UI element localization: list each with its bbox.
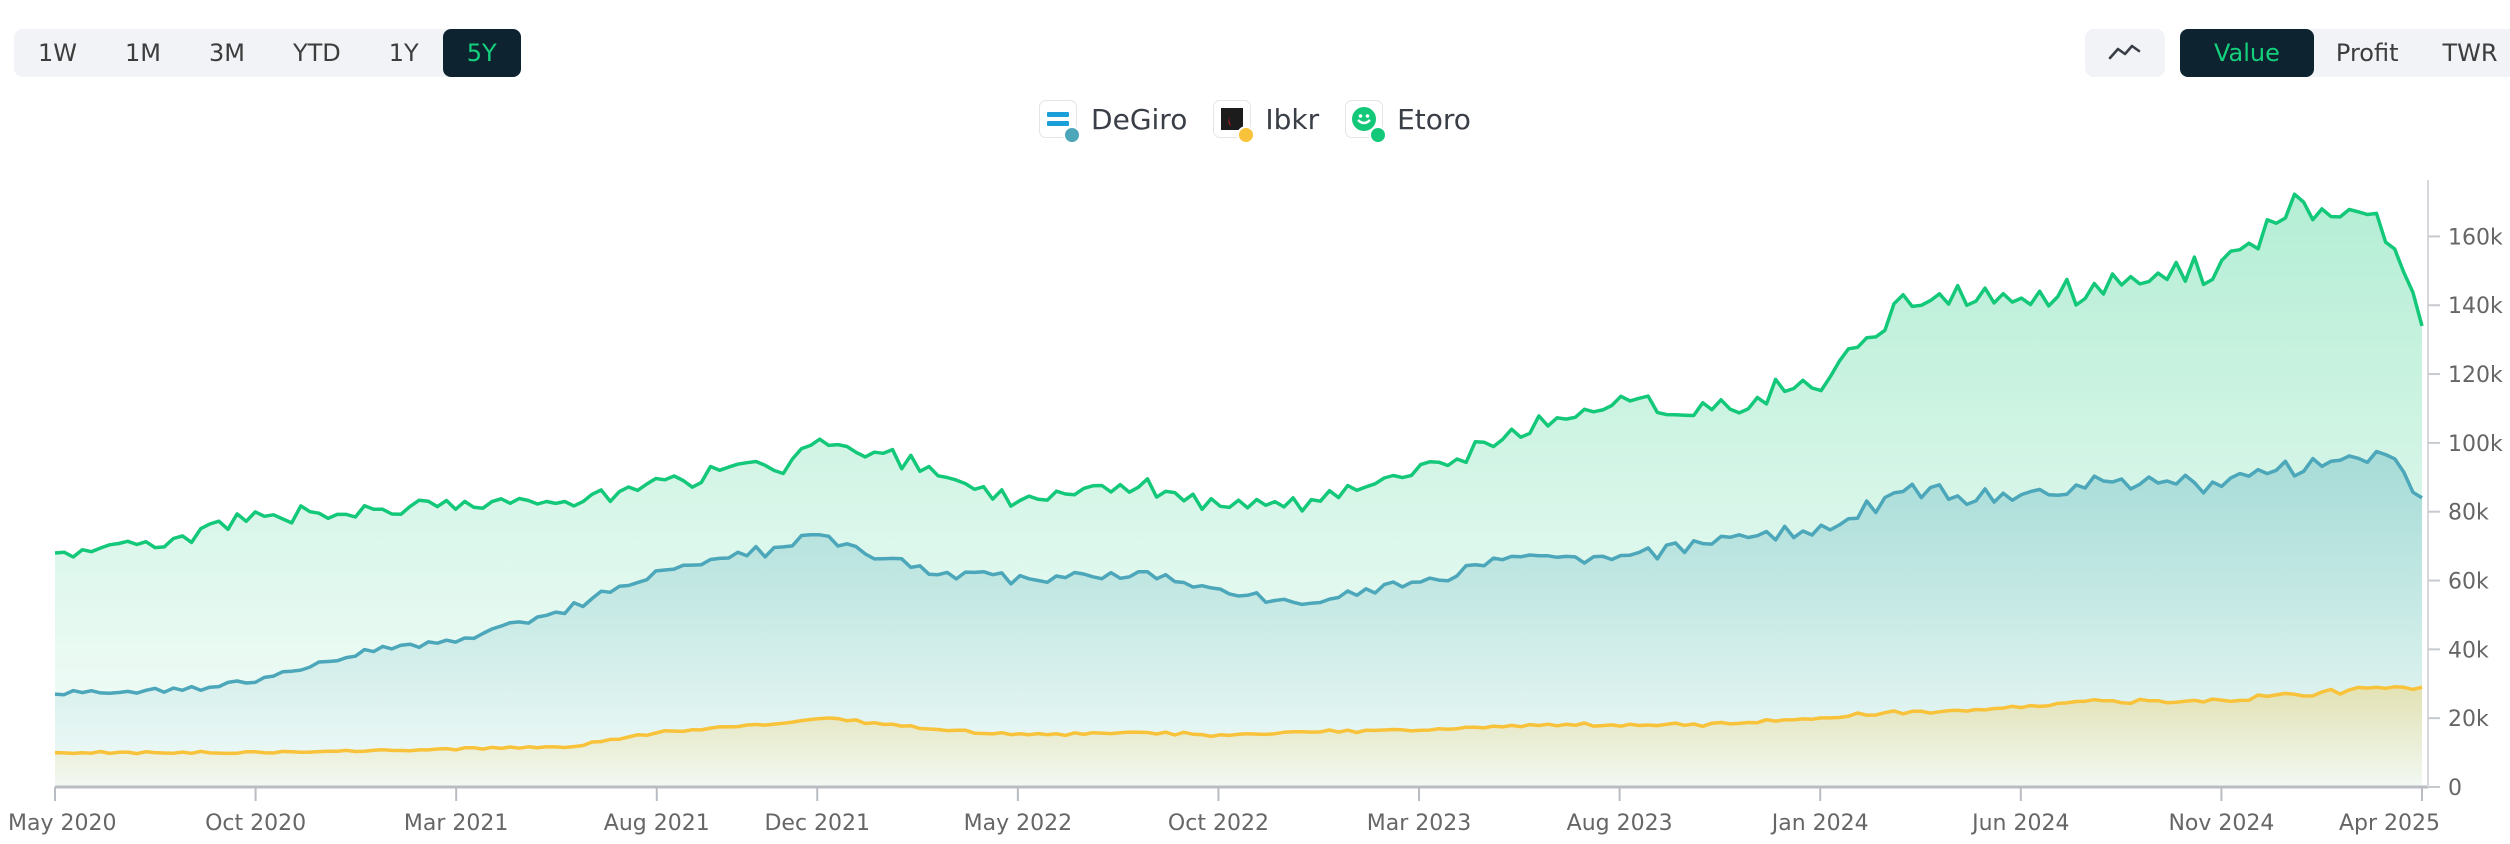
legend-item-degiro[interactable]: DeGiro <box>1039 100 1188 144</box>
legend-color-dot <box>1237 126 1256 144</box>
metric-selector: Value Profit TWR <box>2180 29 2510 77</box>
y-tick-label: 80k <box>2448 501 2489 526</box>
x-tick-label: Aug 2023 <box>1567 811 1673 836</box>
degiro-logo-icon <box>1039 100 1082 144</box>
legend-label: DeGiro <box>1091 102 1188 136</box>
y-tick-label: 60k <box>2448 570 2489 595</box>
legend-label: Ibkr <box>1265 102 1320 136</box>
x-tick-label: Jun 2024 <box>1970 811 2069 836</box>
range-button-1m[interactable]: 1M <box>125 39 161 67</box>
range-selector: 1W 1M 3M YTD 1Y 5Y <box>14 29 521 77</box>
etoro-logo-icon <box>1345 100 1388 144</box>
legend-label: Etoro <box>1397 102 1471 136</box>
x-tick-label: Dec 2021 <box>764 811 870 836</box>
x-tick-label: Oct 2022 <box>1168 811 1269 836</box>
y-tick-label: 140k <box>2448 294 2503 319</box>
ibkr-logo-icon <box>1213 100 1256 144</box>
x-tick-label: Nov 2024 <box>2168 811 2274 836</box>
y-tick-label: 20k <box>2448 707 2489 732</box>
y-tick-label: 120k <box>2448 363 2503 388</box>
range-button-5y[interactable]: 5Y <box>442 29 521 77</box>
metric-button-twr[interactable]: TWR <box>2442 39 2498 67</box>
legend-color-dot <box>1369 126 1388 144</box>
x-tick-label: May 2022 <box>964 811 1072 836</box>
y-tick-label: 160k <box>2448 225 2503 250</box>
chart-type-button[interactable] <box>2085 29 2165 77</box>
portfolio-value-chart: 0 20k 40k 60k 80k 100k 120k 140k 160k May 2020 Oct… <box>8 180 2503 836</box>
series-area-ibkr <box>55 686 2422 787</box>
x-tick-label: Oct 2020 <box>205 811 306 836</box>
line-chart-icon <box>2108 41 2142 65</box>
x-tick-label: Jan 2024 <box>1770 811 1869 836</box>
legend-item-ibkr[interactable]: Ibkr <box>1213 100 1320 144</box>
series-line-etoro[interactable] <box>54 192 2424 559</box>
x-tick-label: Mar 2023 <box>1367 811 1472 836</box>
range-button-1y[interactable]: 1Y <box>388 39 419 67</box>
series-line-ibkr[interactable] <box>54 685 2423 756</box>
series-area-degiro <box>55 451 2422 787</box>
legend-color-dot <box>1063 126 1082 144</box>
series-line-degiro[interactable] <box>54 449 2423 697</box>
x-tick-label: Aug 2021 <box>604 811 710 836</box>
y-tick-label: 0 <box>2448 776 2462 801</box>
x-tick-label: Mar 2021 <box>404 811 509 836</box>
x-tick-label: Apr 2025 <box>2339 811 2440 836</box>
legend-item-etoro[interactable]: Etoro <box>1345 100 1471 144</box>
range-button-ytd[interactable]: YTD <box>292 39 341 67</box>
chart-legend: DeGiro Ibkr Etoro <box>0 100 2510 144</box>
y-tick-label: 100k <box>2448 432 2503 457</box>
metric-button-profit[interactable]: Profit <box>2335 39 2399 67</box>
range-button-1w[interactable]: 1W <box>38 39 77 67</box>
range-button-3m[interactable]: 3M <box>208 39 245 67</box>
y-tick-label: 40k <box>2448 638 2489 663</box>
x-tick-label: May 2020 <box>8 811 116 836</box>
metric-button-value[interactable]: Value <box>2180 29 2314 77</box>
